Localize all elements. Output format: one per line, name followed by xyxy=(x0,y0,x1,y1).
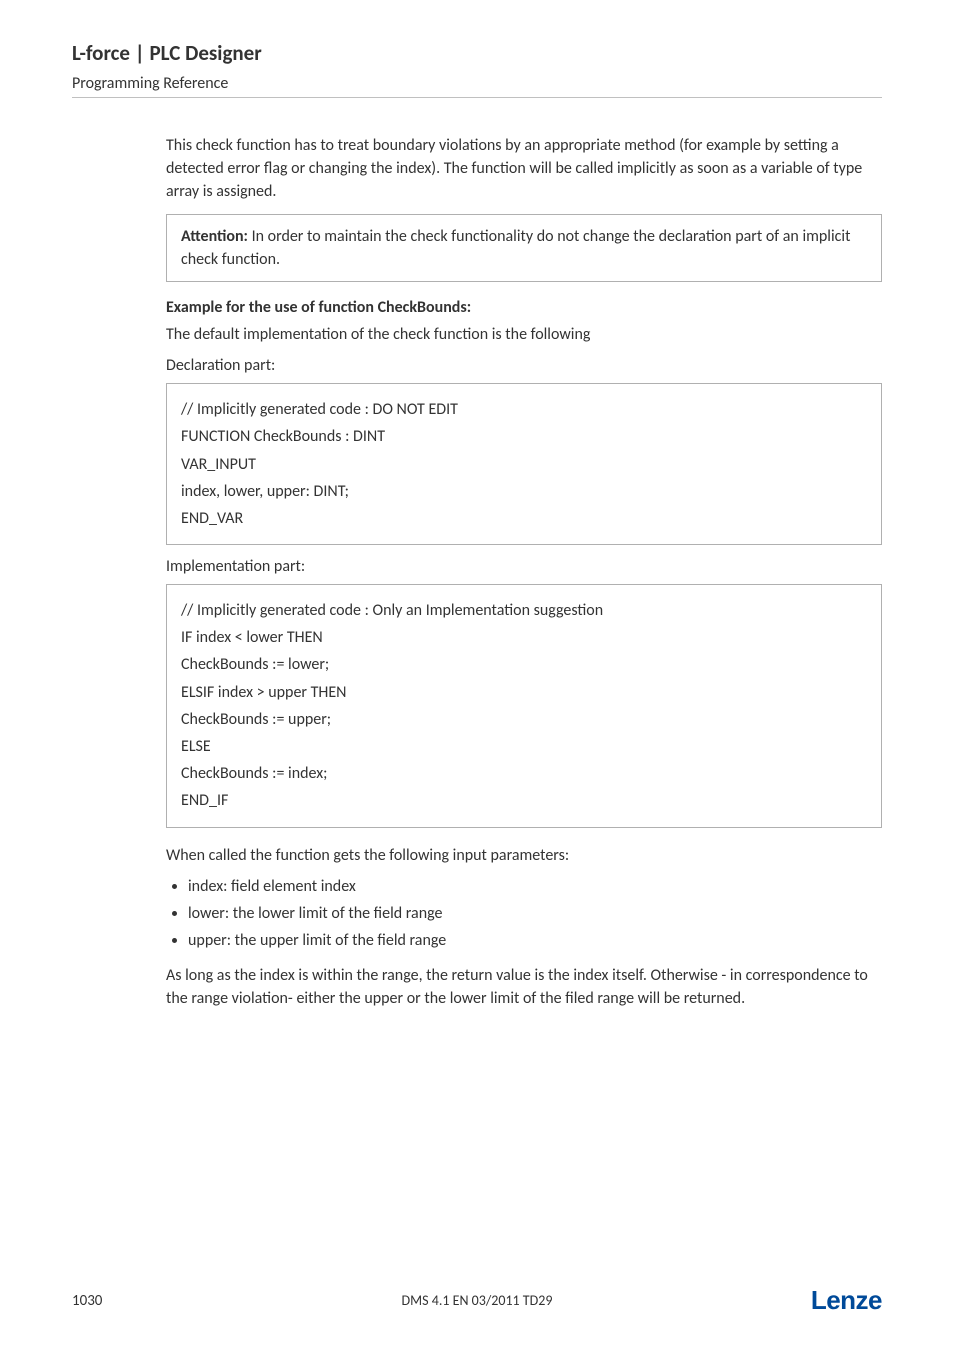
page-header: L-force | PLC Designer Programming Refer… xyxy=(0,0,954,98)
code-line: END_VAR xyxy=(181,505,867,532)
code-line: FUNCTION CheckBounds : DINT xyxy=(181,423,867,450)
code-line: VAR_INPUT xyxy=(181,451,867,478)
content-area: This check function has to treat boundar… xyxy=(0,98,954,1011)
param-intro: When called the function gets the follow… xyxy=(166,846,882,865)
closing-paragraph: As long as the index is within the range… xyxy=(166,964,882,1010)
code-line: CheckBounds := index; xyxy=(181,760,867,787)
code-line: // Implicitly generated code : DO NOT ED… xyxy=(181,396,867,423)
declaration-label: Declaration part: xyxy=(166,356,882,375)
doc-title: L-force | PLC Designer xyxy=(72,40,954,66)
code-line: // Implicitly generated code : Only an I… xyxy=(181,597,867,624)
code-line: ELSE xyxy=(181,733,867,760)
footer-center-text: DMS 4.1 EN 03/2011 TD29 xyxy=(402,1292,553,1309)
code-line: IF index < lower THEN xyxy=(181,624,867,651)
implementation-code-box: // Implicitly generated code : Only an I… xyxy=(166,584,882,828)
attention-text: In order to maintain the check functiona… xyxy=(181,227,850,269)
default-impl-line: The default implementation of the check … xyxy=(166,323,882,346)
code-line: CheckBounds := upper; xyxy=(181,706,867,733)
param-list: index: field element index lower: the lo… xyxy=(166,873,882,955)
attention-box: Attention: In order to maintain the chec… xyxy=(166,214,882,282)
list-item: lower: the lower limit of the field rang… xyxy=(188,900,882,927)
code-line: ELSIF index > upper THEN xyxy=(181,679,867,706)
implementation-label: Implementation part: xyxy=(166,557,882,576)
code-line: CheckBounds := lower; xyxy=(181,651,867,678)
attention-label: Attention: xyxy=(181,227,248,246)
lenze-logo: Lenze xyxy=(811,1285,882,1316)
code-line: index, lower, upper: DINT; xyxy=(181,478,867,505)
list-item: upper: the upper limit of the field rang… xyxy=(188,927,882,954)
list-item: index: field element index xyxy=(188,873,882,900)
code-line: END_IF xyxy=(181,787,867,814)
doc-subtitle: Programming Reference xyxy=(72,74,954,93)
intro-paragraph: This check function has to treat boundar… xyxy=(166,134,882,204)
page-footer: 1030 DMS 4.1 EN 03/2011 TD29 Lenze xyxy=(72,1285,882,1316)
example-heading: Example for the use of function CheckBou… xyxy=(166,298,882,317)
page-number: 1030 xyxy=(72,1292,102,1310)
declaration-code-box: // Implicitly generated code : DO NOT ED… xyxy=(166,383,882,545)
